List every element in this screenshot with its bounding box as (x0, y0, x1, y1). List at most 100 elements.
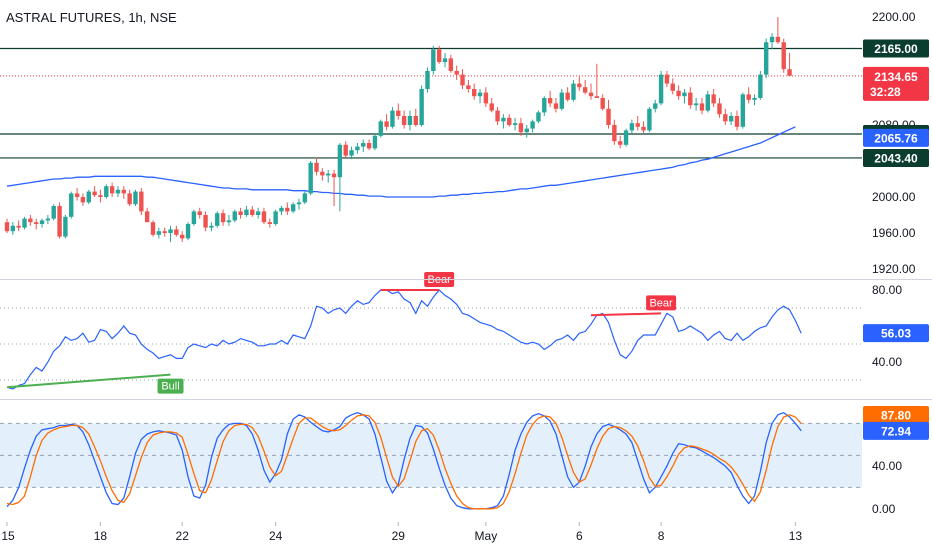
candle-body (512, 123, 518, 125)
candle-body (752, 98, 757, 100)
candle-body (542, 98, 547, 113)
candle-body (4, 222, 10, 232)
stoch-k-line (6, 411, 802, 510)
rsi-value-label: 56.03 (881, 327, 911, 341)
ma-line (6, 126, 796, 198)
candle-body (267, 222, 272, 224)
candle-body (565, 92, 570, 100)
divergence-badge (646, 295, 677, 311)
candle-body (22, 218, 27, 228)
candle-body (45, 218, 51, 221)
candle-body (343, 144, 348, 156)
time-tick-label: 8 (658, 529, 665, 543)
candle-body (133, 191, 138, 205)
candle-body (571, 83, 576, 100)
candle-body (495, 110, 500, 122)
candle-body (51, 206, 56, 219)
candle-body (337, 144, 343, 178)
candle-body (769, 36, 775, 43)
candle-body (261, 211, 267, 223)
candle-body (582, 87, 588, 93)
candle-body (121, 189, 126, 194)
candle-body (641, 126, 646, 131)
stochastic-panel[interactable] (0, 411, 862, 510)
price-axis[interactable]: 2200.002000.001960.001920.002080.002040.… (0, 10, 932, 516)
candle-body (203, 215, 208, 228)
candle-body (501, 117, 506, 122)
last-price-badge (863, 66, 929, 101)
candle-body (670, 83, 675, 91)
candle-body (436, 49, 442, 62)
stoch-band (0, 422, 862, 488)
candle-body (16, 225, 21, 228)
candle-body (536, 112, 541, 122)
candle-body (664, 74, 670, 84)
time-axis[interactable]: 15 18 22 24 29 May 6 8 13 (1, 522, 802, 543)
candle-body (618, 141, 623, 145)
candle-body (559, 92, 564, 109)
stoch-k-label: 72.94 (881, 424, 911, 438)
candle-body (489, 103, 494, 111)
candle-body (104, 186, 109, 197)
candle-body (688, 92, 693, 106)
rsi-badge (863, 324, 929, 343)
divergence-badge (157, 378, 184, 394)
candle-body (547, 98, 553, 104)
candle-body (466, 85, 471, 89)
candle-body (787, 69, 792, 76)
price-tick-label: 1960.00 (872, 226, 916, 240)
candle-body (758, 74, 763, 98)
price-levels (0, 47, 862, 159)
candle-body (244, 209, 249, 215)
candle-body (168, 229, 173, 233)
candle-body (518, 123, 524, 133)
candle-body (588, 92, 594, 97)
candle-body (57, 206, 62, 237)
time-tick-label: 29 (392, 529, 406, 543)
candle-body (472, 89, 477, 97)
candle-body (314, 162, 319, 172)
candle-body (723, 114, 728, 122)
candle-body (699, 103, 705, 111)
candle-body (653, 103, 658, 109)
stoch-tick-label: 0.00 (872, 502, 896, 516)
candle-body (308, 162, 313, 194)
candle-body (682, 92, 687, 97)
candle-body (215, 213, 220, 226)
candle-body (676, 90, 681, 97)
candle-body (483, 92, 489, 104)
ma-label: 2065.76 (874, 131, 918, 145)
candle-body (775, 36, 781, 43)
time-tick-label: 24 (269, 529, 283, 543)
time-tick-label: 13 (789, 529, 803, 543)
candle-body (600, 98, 605, 109)
candle-body (185, 224, 191, 239)
candle-body (74, 193, 80, 197)
ma-badge (863, 128, 929, 147)
candle-body (156, 231, 162, 235)
candle-body (28, 218, 33, 223)
candle-body (635, 123, 640, 127)
candle-body (349, 150, 354, 156)
candle-body (127, 193, 132, 205)
rsi-tick-label: 40.00 (872, 355, 902, 369)
candle-body (728, 116, 734, 122)
stoch-lines (6, 411, 802, 510)
candle-body (460, 74, 465, 86)
candle-body (425, 71, 430, 89)
candle-body (711, 94, 716, 104)
rsi-guides (0, 307, 862, 381)
candle-body (361, 143, 366, 147)
candle-body (594, 96, 600, 98)
candle-body (220, 213, 226, 223)
candle-body (98, 195, 103, 197)
candle-body (209, 225, 214, 228)
time-tick-label: 6 (576, 529, 583, 543)
candle-body (401, 116, 407, 125)
candle-body (454, 71, 459, 75)
price-panel[interactable] (0, 17, 862, 242)
candle-body (507, 117, 512, 125)
candle-body (390, 110, 395, 127)
